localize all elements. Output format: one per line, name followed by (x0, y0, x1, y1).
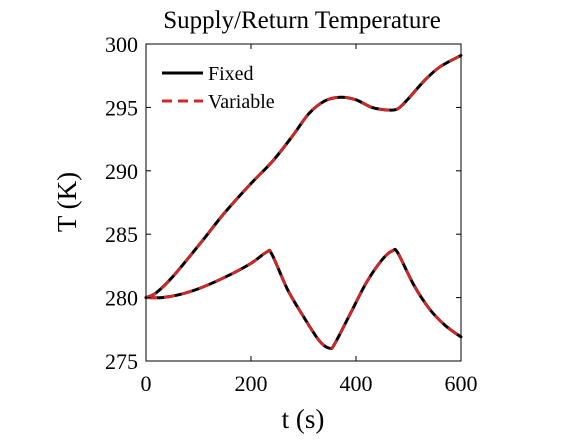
series-variable (145, 54, 462, 350)
x-axis-label: t (s) (282, 404, 325, 434)
x-tick-label: 200 (235, 371, 268, 396)
series-layer (144, 53, 463, 351)
x-axis-ticks: 0 200 400 600 (141, 44, 478, 396)
chart-title: Supply/Return Temperature (163, 7, 441, 34)
y-tick-label: 275 (105, 349, 138, 374)
y-tick-label: 285 (105, 222, 138, 247)
legend-item-variable: Variable (162, 91, 275, 113)
plot-frame (145, 43, 462, 362)
x-tick-label: 600 (445, 371, 478, 396)
y-tick-label: 295 (105, 95, 138, 120)
legend: Fixed Variable (162, 63, 275, 113)
y-tick-label: 280 (105, 286, 138, 311)
y-tick-label: 290 (105, 159, 138, 184)
series-fixed-curve-2 (144, 247, 463, 351)
y-tick-label: 300 (105, 32, 138, 57)
series-variable-curve-2 (145, 248, 462, 350)
x-tick-label: 0 (141, 371, 152, 396)
y-axis-label: T (K) (52, 172, 82, 232)
legend-item-fixed: Fixed (162, 63, 254, 85)
legend-label: Variable (208, 91, 275, 113)
y-axis-ticks: 275 280 285 290 295 300 (105, 32, 461, 374)
x-tick-label: 400 (340, 371, 373, 396)
legend-label: Fixed (208, 63, 254, 85)
series-fixed (144, 53, 463, 351)
series-variable-curve-1 (145, 54, 462, 299)
